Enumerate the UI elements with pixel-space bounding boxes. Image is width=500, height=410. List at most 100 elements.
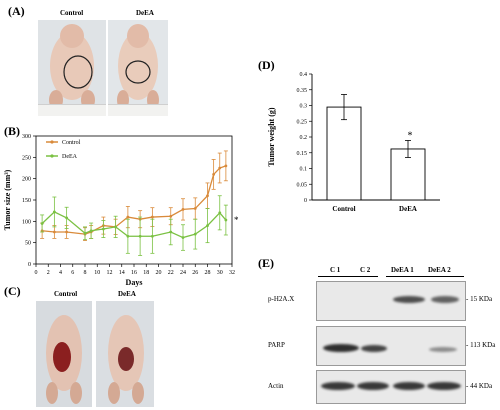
x-tick-label: 24 [180, 270, 186, 276]
x-tick-label: 32 [229, 270, 235, 276]
control-point [150, 215, 154, 219]
blot-parp [316, 326, 466, 366]
x-tick-label: 22 [168, 270, 174, 276]
control-point [212, 173, 216, 176]
control-mouse-photo [38, 20, 106, 116]
deea-point [126, 234, 130, 238]
panel-c-deea-label: DeEA [118, 290, 136, 298]
control-point [181, 207, 185, 211]
control-point [193, 207, 197, 210]
y-tick-label: 200 [22, 177, 31, 183]
y-tick-label: 0.15 [297, 151, 308, 157]
deea-legend-marker [50, 154, 54, 158]
panel-b-label: (B) [4, 124, 20, 138]
lane-label-c1: C 1 [330, 266, 341, 274]
control-legend-marker [50, 140, 54, 144]
x-tick-label: 14 [119, 270, 125, 276]
blot-size-parp-value: 113 KDa [470, 341, 496, 349]
deea-legend-label: DeEA [62, 154, 78, 160]
panel-c-control-label: Control [54, 290, 78, 298]
control-series-line [42, 165, 227, 235]
deea-point [193, 232, 197, 236]
deea-point [89, 229, 93, 233]
control-point [52, 230, 56, 234]
deea-mouse-photo [108, 20, 168, 116]
deea-point [181, 236, 185, 239]
blot-size-ph2ax: - 15 KDa [466, 295, 493, 303]
blot-row-label-parp: PARP [268, 341, 285, 349]
panel-d-label: (D) [258, 58, 275, 72]
y-tick-label: 100 [22, 219, 31, 225]
blot-ph2ax [316, 281, 466, 321]
blot-row-label-actin: Actin [268, 382, 284, 390]
control-point [224, 164, 228, 168]
deea-point [150, 234, 154, 238]
panel-a-deea-label: DeEA [136, 9, 154, 17]
deea-point [218, 211, 222, 215]
blot-size-actin-value: 44 KDa [470, 382, 493, 390]
x-tick-label: 4 [59, 270, 62, 276]
control-point [169, 214, 173, 218]
x-tick-label: 30 [217, 270, 223, 276]
y-tick-label: 150 [22, 198, 31, 204]
y-tick-label: 250 [22, 155, 31, 161]
deea-point [169, 230, 173, 234]
blot-actin [316, 370, 466, 404]
x-tick-label: 2 [47, 270, 50, 276]
x-tick-label: 8 [84, 270, 87, 276]
deea-point [65, 216, 69, 220]
deea-point [138, 234, 142, 238]
control-point [218, 166, 222, 170]
y-tick-label: 0 [28, 262, 31, 268]
y-tick-label: 0.2 [300, 135, 308, 141]
control-legend-label: Control [62, 140, 81, 146]
deea-point [40, 222, 44, 225]
tumor-weight-chart: 0 0.05 0.1 0.15 0.2 0.25 0.3 0.35 0.4 Tumor weigh… [267, 72, 440, 213]
significance-marker: * [234, 215, 239, 225]
x-tick-label: 16 [131, 270, 137, 276]
lane-label-deea1: DeEA 1 [391, 266, 414, 274]
deea-dissected-photo [96, 301, 154, 407]
control-point [65, 230, 69, 234]
x-tick-label: 26 [192, 270, 198, 276]
control-tumor-circle [63, 55, 93, 89]
panel-e-label: (E) [258, 256, 274, 270]
blot-row-label-ph2ax: p-H2A.X [268, 295, 295, 303]
deea-point [52, 210, 56, 214]
y-tick-label: 0.25 [297, 119, 308, 125]
panel-a-label: (A) [8, 4, 25, 18]
x-axis-label: Days [126, 278, 143, 287]
deea-point [83, 231, 87, 235]
x-tick-label: 12 [107, 270, 113, 276]
control-category-label: Control [332, 205, 355, 213]
y-tick-label: 0 [304, 198, 307, 204]
y-tick-label: 0.05 [297, 182, 308, 188]
panel-c-label: (C) [4, 284, 21, 298]
y-tick-label: 0.1 [300, 167, 308, 173]
x-tick-label: 6 [71, 270, 74, 276]
lane-label-deea2: DeEA 2 [428, 266, 451, 274]
deea-tumor-circle [125, 60, 151, 84]
blot-size-ph2ax-value: 15 KDa [470, 295, 493, 303]
x-tick-label: 28 [205, 270, 211, 276]
control-point [206, 194, 209, 198]
control-point [126, 215, 130, 219]
deea-point [114, 225, 118, 229]
deea-point [206, 224, 209, 227]
control-bar [326, 106, 362, 201]
deea-series-line [41, 211, 227, 239]
y-axis-label: Tumor weight (g) [267, 107, 276, 166]
y-tick-label: 50 [25, 241, 31, 247]
blot-size-actin: - 44 KDa [466, 382, 493, 390]
y-tick-label: 0.4 [300, 72, 308, 78]
x-tick-label: 18 [143, 270, 149, 276]
x-tick-label: 0 [35, 270, 38, 276]
deea-point [101, 227, 105, 231]
panel-a-control-label: Control [60, 9, 84, 17]
x-tick-label: 20 [156, 270, 162, 276]
y-tick-label: 300 [22, 134, 31, 140]
deea-bar [390, 148, 426, 201]
y-tick-label: 0.3 [300, 104, 308, 110]
blot-size-parp: - 113 KDa [466, 341, 496, 349]
